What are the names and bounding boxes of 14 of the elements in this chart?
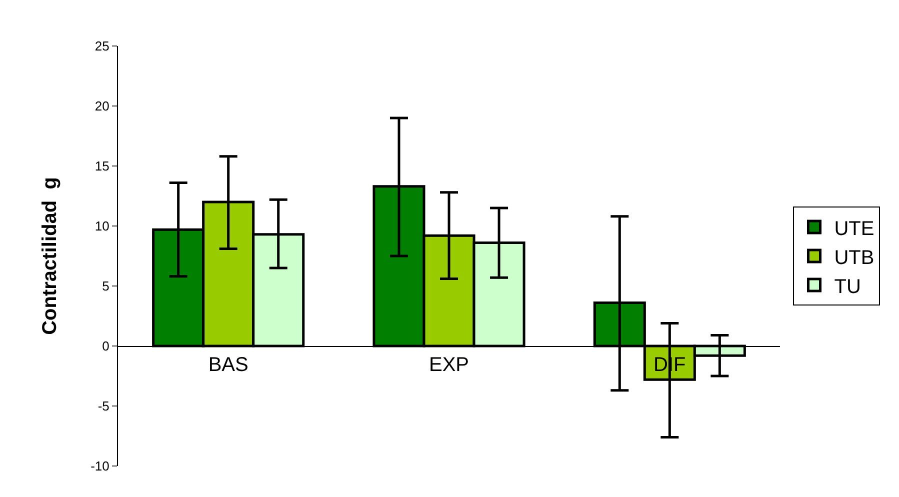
y-tick-label: 25 — [94, 38, 110, 54]
legend-label: UTB — [834, 246, 874, 269]
legend-label: UTE — [834, 218, 874, 240]
y-tick-label: 20 — [94, 98, 110, 114]
y-tick-label: -5 — [98, 398, 110, 414]
legend-label: TU — [834, 276, 861, 298]
x-tick-label: BAS — [208, 354, 248, 376]
x-tick-label: EXP — [428, 354, 470, 376]
y-tick-label: 0 — [102, 338, 110, 354]
y-tick-label: 5 — [102, 278, 110, 294]
y-tick-label: -10 — [90, 458, 110, 474]
y-tick-label: 10 — [94, 218, 110, 234]
y-tick-label: 15 — [94, 158, 110, 174]
y-axis-title: Contractilidad g — [39, 177, 62, 335]
